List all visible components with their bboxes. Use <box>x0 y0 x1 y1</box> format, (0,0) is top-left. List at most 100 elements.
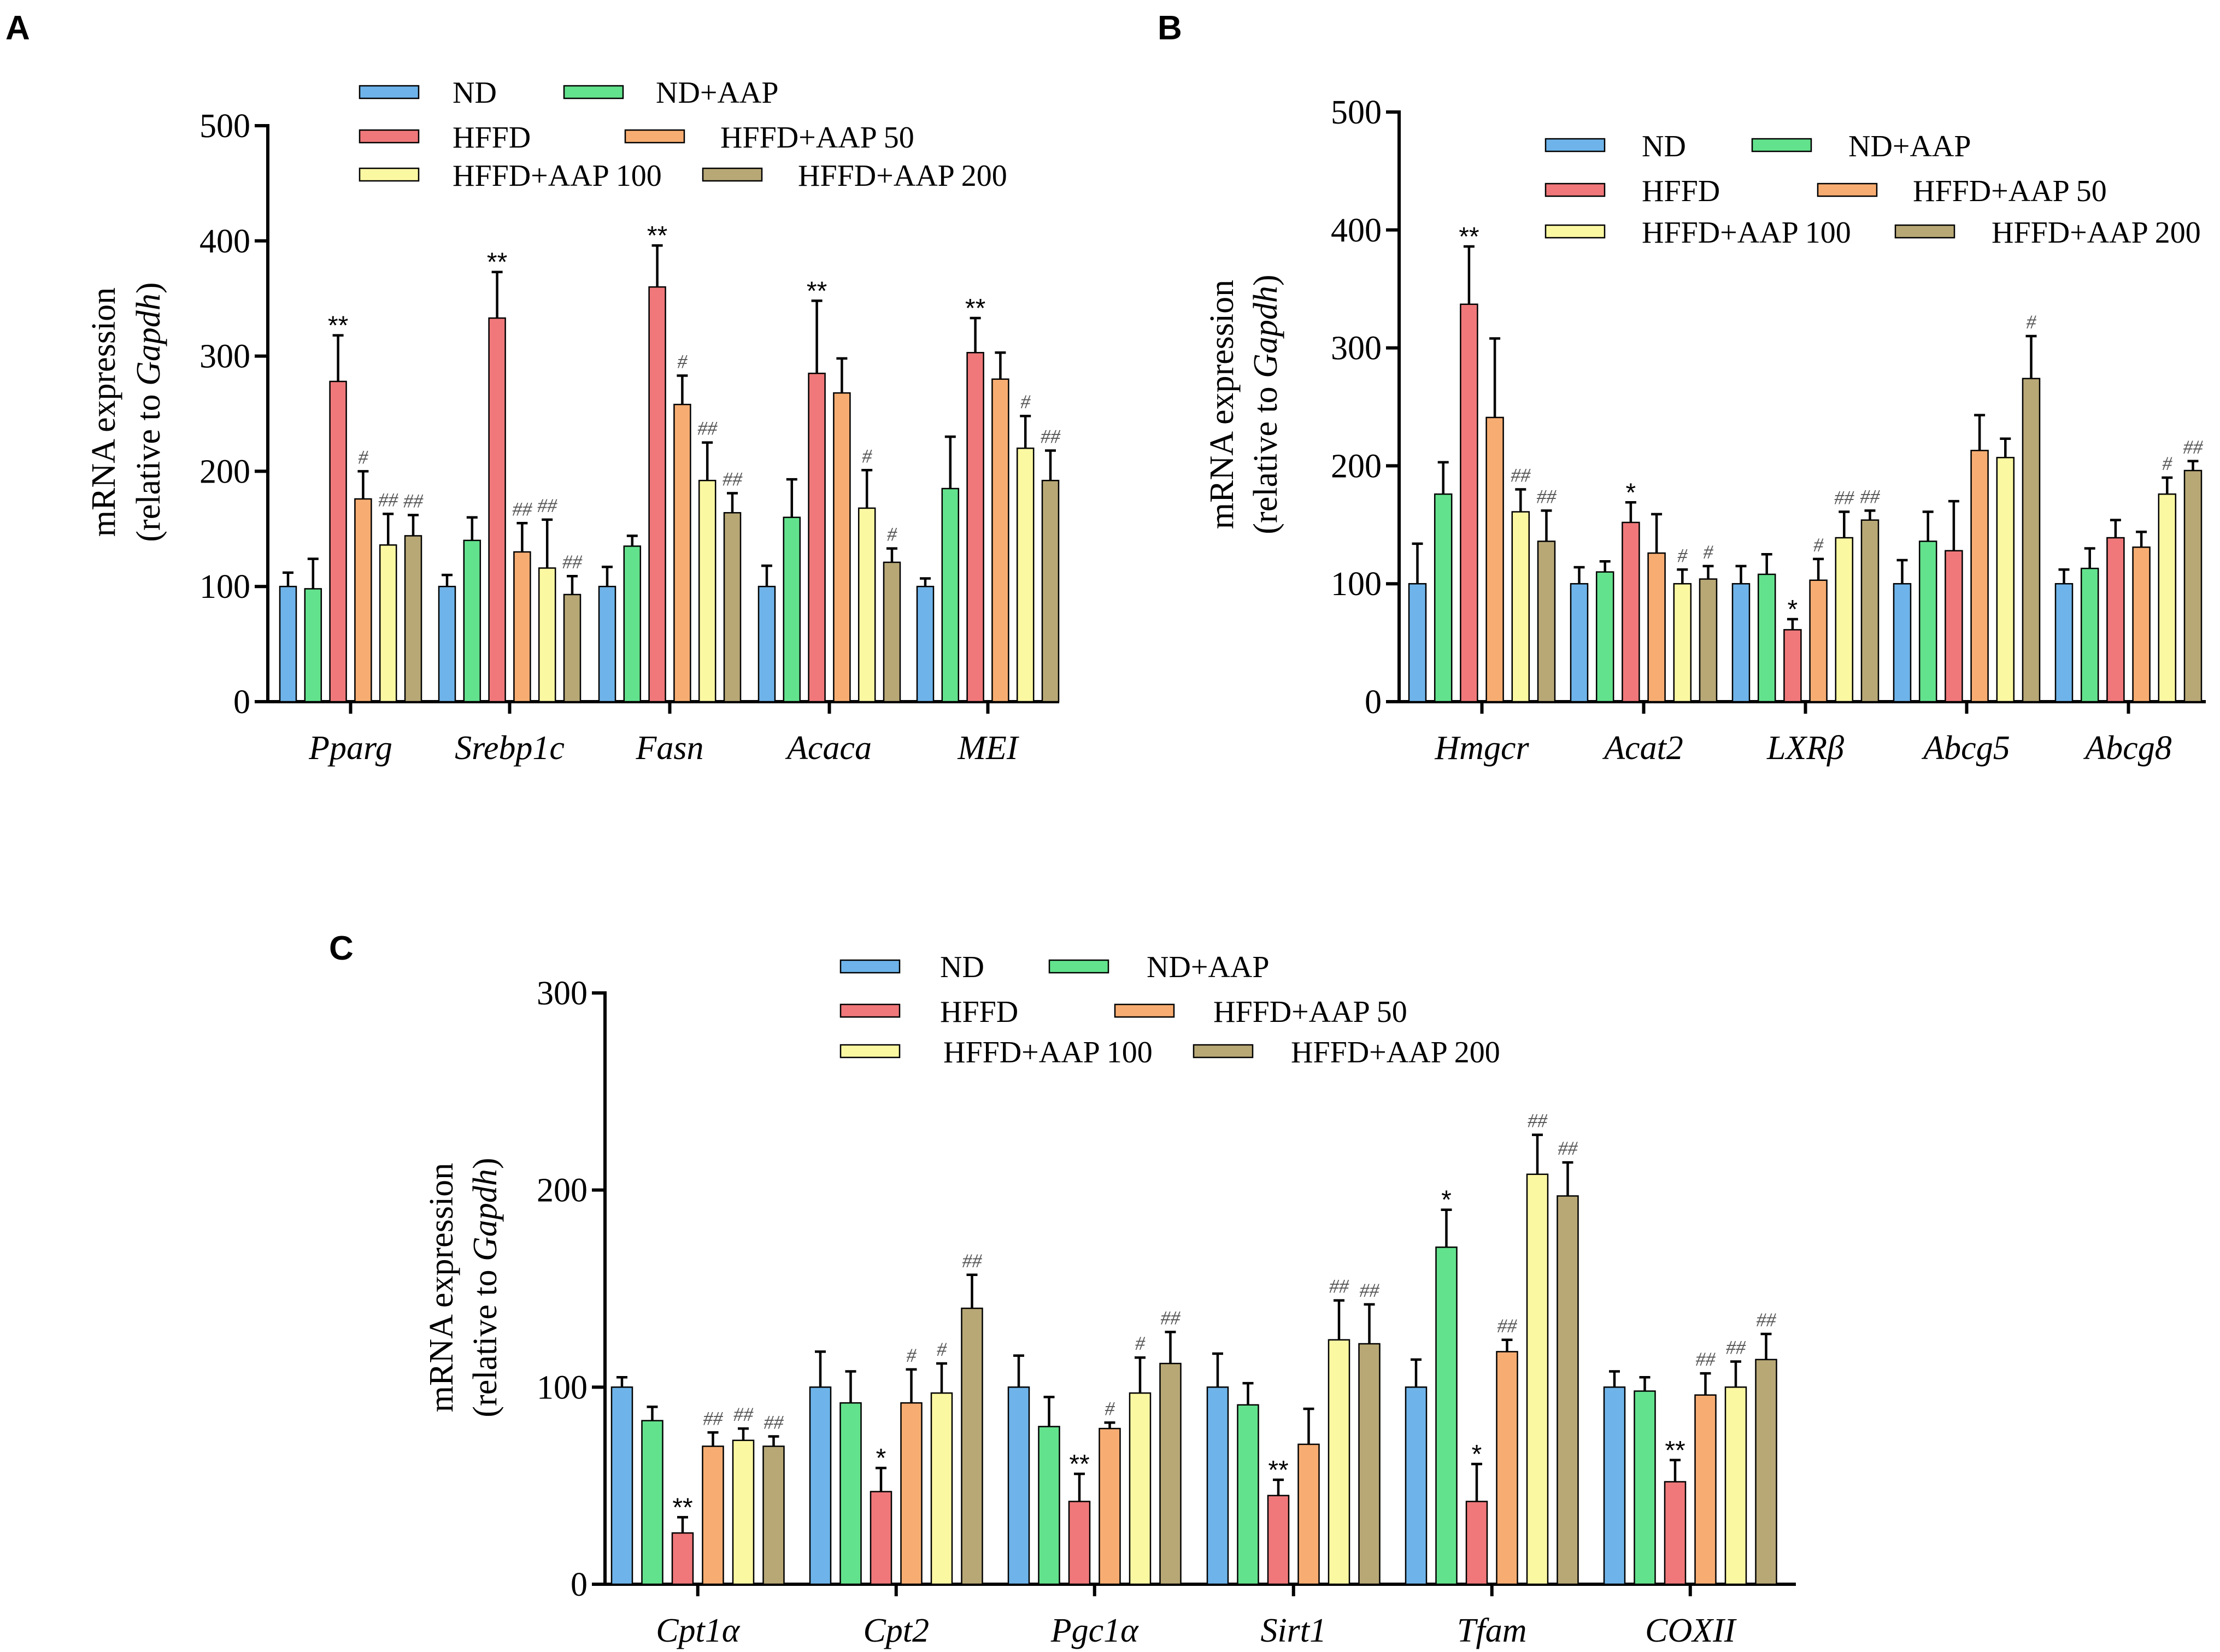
y-tick-label: 500 <box>199 108 250 145</box>
legend-label-nd-aap: ND+AAP <box>656 76 779 110</box>
legend-swatch-nd <box>839 959 901 974</box>
panel-c-legend: ND ND+AAP HFFD HFFD+AAP 50 HFFD+AAP 100 … <box>839 950 1500 1069</box>
bar-hffd-coxii <box>1664 1481 1687 1585</box>
panel-b-legend: ND ND+AAP HFFD HFFD+AAP 50 HFFD+AAP 100 … <box>1544 130 2201 250</box>
legend-label-nd-aap: ND+AAP <box>1147 950 1270 984</box>
y-tick-label: 400 <box>199 223 250 260</box>
bar-hffd-aap-100-abcg8 <box>2158 493 2177 703</box>
legend-label-nd-aap: ND+AAP <box>1848 130 1971 163</box>
bar-nd-aap-fasn <box>623 545 642 703</box>
bar-hffd-aap-100-srebp1c <box>538 567 556 703</box>
bar-hffd-aap-100-cpt2 <box>930 1392 953 1585</box>
bar-nd-aap-mei <box>941 487 960 703</box>
significance-mark: * <box>1472 1440 1482 1469</box>
category-label-mei: MEI <box>957 730 1020 767</box>
panel-a-ylabel-line1: mRNA expression <box>85 287 122 537</box>
panel-b-ylabel-line1: mRNA expression <box>1203 280 1241 529</box>
legend-label-hffd-aap-200: HFFD+AAP 200 <box>1992 216 2201 250</box>
legend-label-hffd-aap-100: HFFD+AAP 100 <box>453 159 662 193</box>
legend-swatch-hffd-aap-200 <box>1894 224 1955 239</box>
bar-hffd-aap-200-mei <box>1041 480 1060 703</box>
bar-hffd-pgc1 <box>1068 1501 1091 1585</box>
bar-nd-cpt2 <box>809 1386 832 1585</box>
legend-label-hffd-aap-100: HFFD+AAP 100 <box>943 1036 1153 1069</box>
bar-hffd-aap-100-fasn <box>698 480 716 703</box>
significance-mark: ** <box>1268 1456 1288 1485</box>
bar-nd-pgc1 <box>1007 1386 1030 1585</box>
bar-hffd-aap-200-pgc1 <box>1159 1362 1182 1585</box>
bar-nd-abcg5 <box>1893 583 1912 703</box>
bar-hffd-acaca <box>808 372 826 703</box>
category-label-coxii: COXII <box>1645 1612 1737 1649</box>
bar-hffd-aap-100-cpt1 <box>732 1439 755 1585</box>
bar-hffd-aap-200-tfam <box>1557 1195 1579 1585</box>
significance-mark: ## <box>1041 425 1061 447</box>
significance-mark: # <box>1020 391 1031 413</box>
legend-label-hffd: HFFD <box>940 995 1018 1029</box>
significance-mark: ## <box>1696 1348 1716 1370</box>
panel-a-legend: ND ND+AAP HFFD HFFD+AAP 50 HFFD+AAP 100 … <box>359 76 1007 193</box>
category-label-lxr: LXRβ <box>1766 730 1844 767</box>
y-tick-label: 200 <box>1331 448 1382 485</box>
bar-hffd-aap-200-srebp1c <box>563 593 582 703</box>
significance-mark: # <box>1135 1332 1146 1354</box>
significance-mark: ## <box>764 1412 784 1433</box>
bar-hffd-aap-200-acat2 <box>1699 578 1718 703</box>
significance-mark: ** <box>328 311 348 340</box>
significance-mark: # <box>1704 541 1714 563</box>
legend-swatch-hffd-aap-200 <box>1193 1044 1254 1059</box>
bar-nd-aap-cpt1 <box>641 1420 663 1585</box>
bar-hffd-aap-100-mei <box>1016 447 1035 703</box>
bar-hffd-aap-50-abcg5 <box>1970 450 1989 703</box>
y-tick-label: 300 <box>537 975 588 1012</box>
bar-hffd-cpt2 <box>870 1491 892 1585</box>
y-tick-label: 200 <box>199 453 250 490</box>
significance-mark: # <box>677 350 688 372</box>
significance-mark: ** <box>1069 1450 1089 1479</box>
category-label-acat2: Acat2 <box>1602 730 1683 767</box>
significance-mark: * <box>1626 478 1636 507</box>
y-tick-label: 400 <box>1331 212 1382 249</box>
legend-swatch-hffd-aap-100 <box>839 1044 901 1059</box>
y-tick-label: 500 <box>1331 94 1382 131</box>
legend-swatch-hffd-aap-200 <box>702 167 763 182</box>
panel-b: B ND ND+AAP HFFD HFFD+AAP 50 HFFD+AAP 10… <box>1158 9 2206 767</box>
significance-mark: # <box>358 446 368 468</box>
bar-nd-aap-abcg5 <box>1918 540 1937 703</box>
bar-hffd-acat2 <box>1622 521 1640 703</box>
bar-hffd-aap-100-sirt1 <box>1328 1339 1350 1585</box>
significance-mark: # <box>937 1338 947 1360</box>
bar-nd-hmgcr <box>1408 583 1427 703</box>
bar-hffd-aap-50-lxr <box>1809 579 1828 703</box>
significance-mark: ## <box>1757 1309 1777 1331</box>
bar-hffd-aap-200-sirt1 <box>1358 1343 1381 1585</box>
panel-a-letter: A <box>5 9 30 47</box>
significance-mark: ## <box>1161 1307 1181 1328</box>
bar-hffd-fasn <box>648 286 666 703</box>
bar-hffd-aap-200-coxii <box>1755 1359 1777 1585</box>
significance-mark: ## <box>2183 436 2204 458</box>
significance-mark: ## <box>962 1250 983 1272</box>
bar-hffd-aap-50-srebp1c <box>513 551 531 703</box>
bar-nd-aap-acat2 <box>1595 571 1614 703</box>
significance-mark: # <box>2027 311 2037 333</box>
panel-b-ylabel-line2: (relative to Gapdh) <box>1247 274 1284 534</box>
bar-nd-mei <box>916 585 935 703</box>
significance-mark: ## <box>1528 1110 1548 1132</box>
significance-mark: ** <box>807 277 827 305</box>
bar-nd-srebp1c <box>438 585 456 703</box>
significance-mark: ** <box>965 294 985 323</box>
significance-mark: ## <box>1558 1137 1578 1159</box>
bar-hffd-aap-50-acaca <box>833 392 851 703</box>
significance-mark: ## <box>723 468 743 490</box>
category-label-srebp1c: Srebp1c <box>455 730 565 767</box>
bar-nd-aap-acaca <box>783 516 801 703</box>
bar-hffd-aap-100-pgc1 <box>1129 1392 1152 1585</box>
bar-hffd-aap-50-coxii <box>1694 1394 1717 1585</box>
significance-mark: ## <box>562 551 583 573</box>
bar-nd-sirt1 <box>1206 1386 1229 1585</box>
significance-mark: ## <box>1834 487 1854 509</box>
